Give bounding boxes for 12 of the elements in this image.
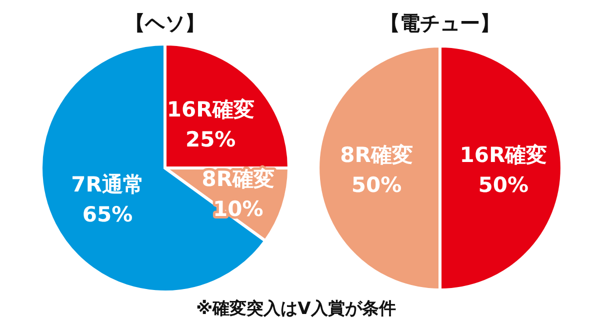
slice-label: 8R確変 [340,143,413,167]
slice-label: 16R確変 [166,97,254,122]
slice-label: 8R確変 [202,166,275,191]
chart-title: 【電チュー】 [380,11,500,35]
data-label: 50% [351,173,402,197]
slice-label: 7R通常 [71,172,144,196]
data-label: 65% [82,202,133,226]
slice-label: 16R確変 [460,143,548,167]
chart-title: 【ヘソ】 [125,11,205,35]
data-label: 25% [185,127,236,152]
data-label: 50% [478,173,529,197]
text: ※確変突入はV入賞が条件 [196,299,396,319]
